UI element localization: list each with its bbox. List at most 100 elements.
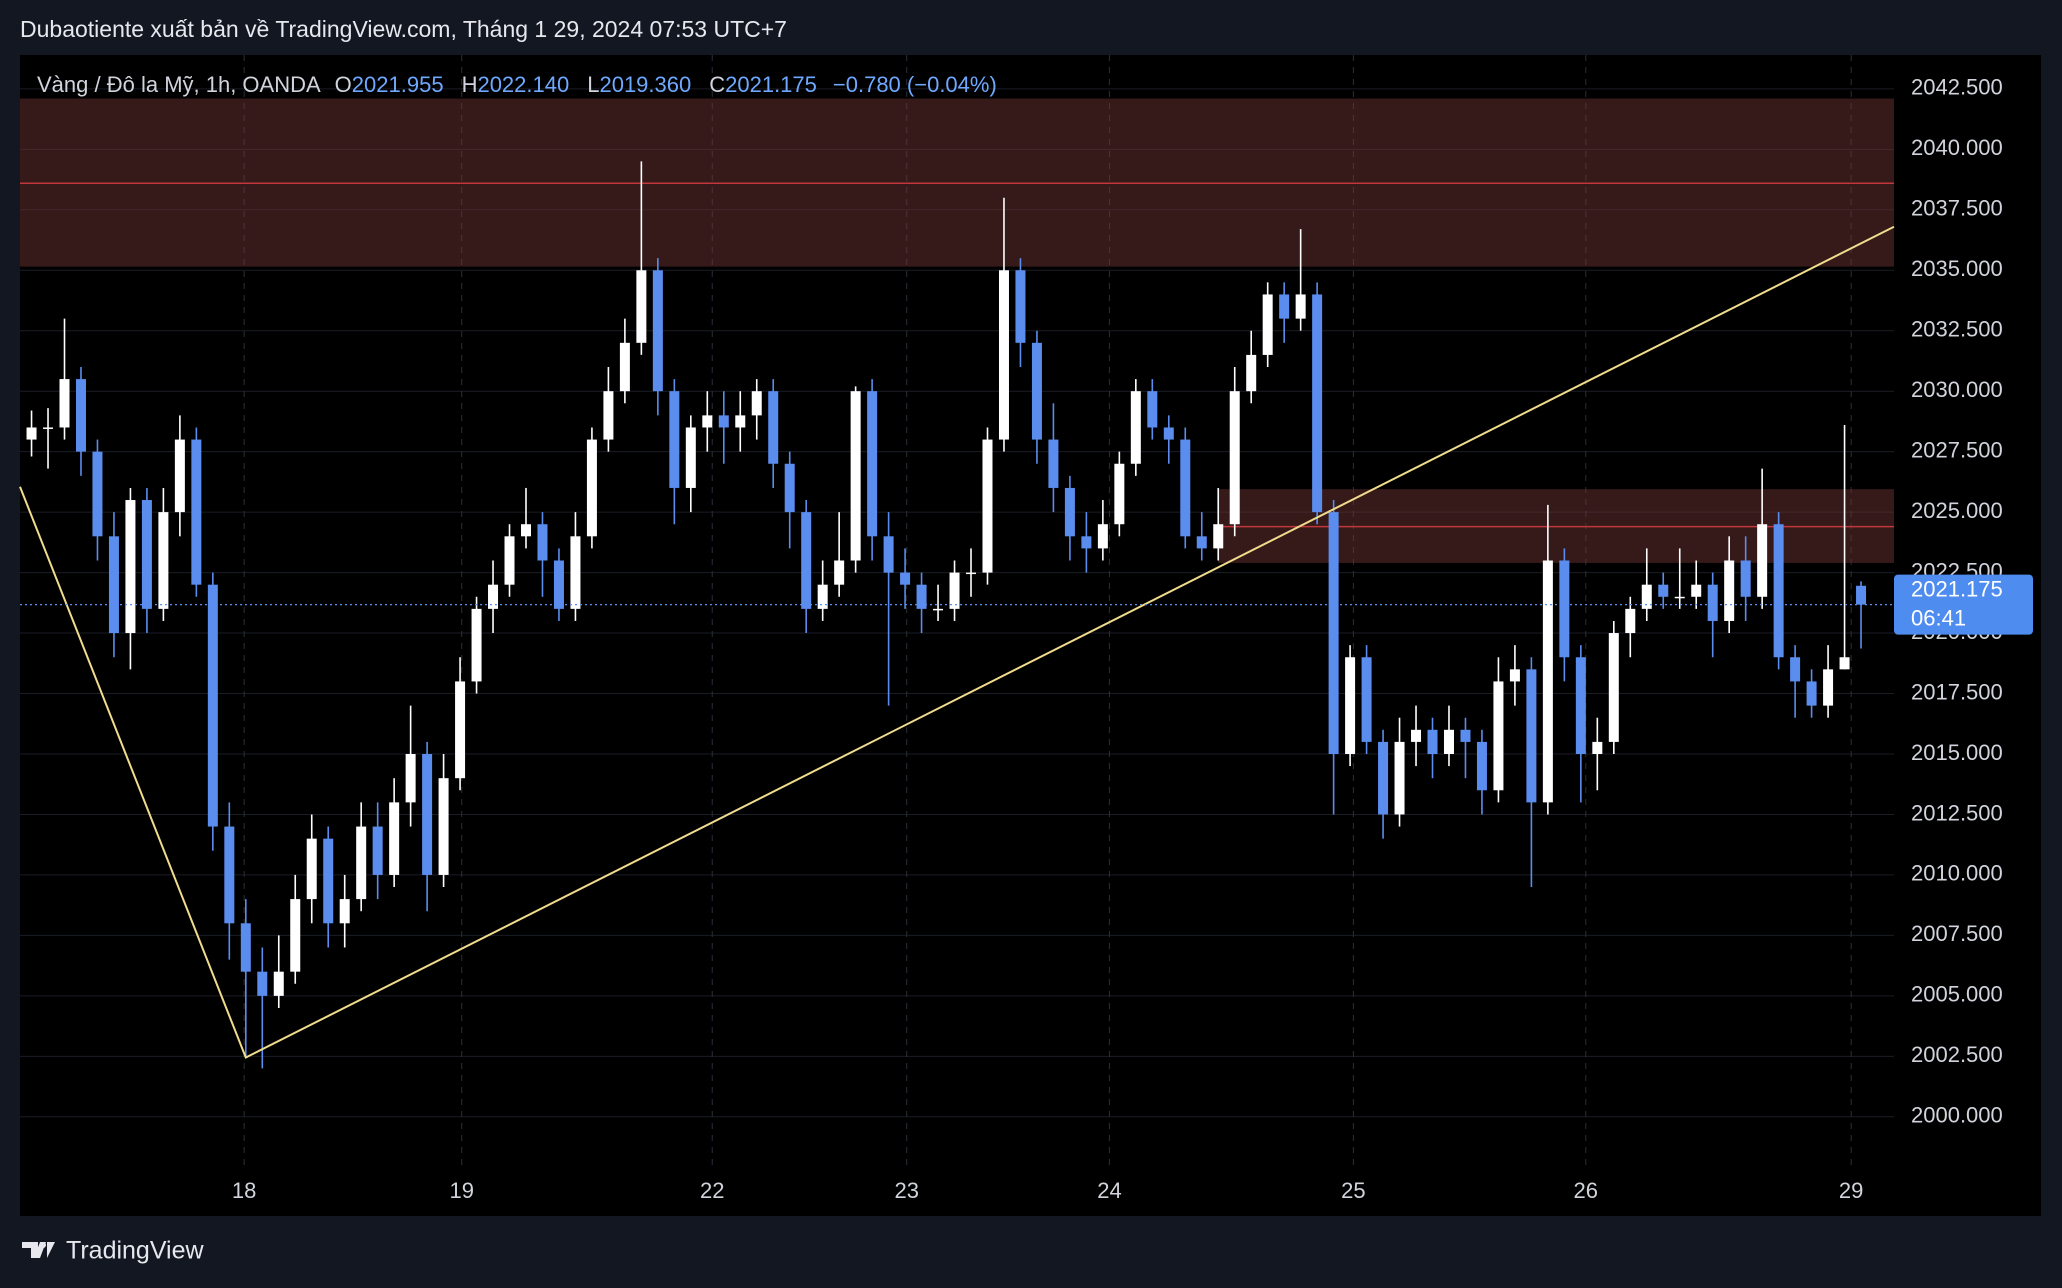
candle-body <box>108 536 119 634</box>
brand: TradingView <box>66 1237 205 1265</box>
candle-body <box>339 899 350 924</box>
countdown: 06:41 <box>1911 605 1966 630</box>
candle-body <box>1279 294 1290 319</box>
candle-body <box>1806 681 1817 706</box>
candle-body <box>1213 524 1224 549</box>
plot: 2000.000 2002.500 2005.000 2007.500 2010.000… <box>19 55 2033 1203</box>
y-tick-label: 2035.000 <box>1911 256 2003 281</box>
candle-body <box>1641 584 1652 609</box>
candle-body <box>1180 439 1191 537</box>
y-tick-label: 2010.000 <box>1911 861 2003 886</box>
tradingview-logo <box>22 1242 55 1258</box>
candle-body <box>784 463 795 513</box>
y-tick-label: 2037.500 <box>1911 196 2003 221</box>
candle-body <box>1048 439 1059 488</box>
candle-body <box>537 524 548 561</box>
candle-body <box>553 560 564 609</box>
candle-body <box>455 681 466 779</box>
candle-body <box>520 524 531 537</box>
y-tick-label: 2025.000 <box>1911 498 2003 523</box>
candle-body <box>158 512 169 609</box>
ohlc-value: 2022.140 <box>477 72 569 97</box>
candle-body <box>900 572 911 585</box>
candle-body <box>652 270 663 392</box>
ohlc-key: H <box>462 72 478 97</box>
publish-title: Dubaotiente xuất bản về TradingView.com,… <box>20 16 787 42</box>
logo-mark <box>22 1242 55 1258</box>
candle-body <box>998 270 1009 440</box>
change: −0.780 (−0.04%) <box>833 72 997 97</box>
y-tick-label: 2007.500 <box>1911 921 2003 946</box>
y-tick-label: 2017.500 <box>1911 679 2003 704</box>
candle-body <box>1246 354 1257 392</box>
y-tick-label: 2000.000 <box>1911 1103 2003 1128</box>
candle-body <box>850 391 861 561</box>
candle-body <box>422 753 433 875</box>
y-tick-label: 2042.500 <box>1911 75 2003 100</box>
candle-body <box>1295 294 1306 319</box>
candle-body <box>1312 294 1323 513</box>
candle-body <box>1707 584 1718 621</box>
ohlc-value: 2021.175 <box>725 72 817 97</box>
candle-body <box>92 451 103 537</box>
candle-body <box>1790 657 1801 682</box>
candle-body <box>669 391 680 488</box>
candle-body <box>1839 657 1850 670</box>
y-tick-label: 2030.000 <box>1911 377 2003 402</box>
candle-body <box>1262 294 1273 355</box>
candle-body <box>273 971 284 996</box>
candle-body <box>290 899 301 972</box>
candle-body <box>1856 585 1867 605</box>
candle-body <box>1823 669 1834 706</box>
candle-body <box>1658 584 1669 597</box>
candle-body <box>1345 657 1356 754</box>
candle-body <box>1196 536 1207 549</box>
candle-body <box>1394 741 1405 815</box>
candle-body <box>883 536 894 573</box>
candle-body <box>685 427 696 488</box>
candle-body <box>240 923 251 972</box>
candle-body <box>1081 536 1092 549</box>
candle-body <box>356 826 367 900</box>
candle-body <box>43 427 54 429</box>
candle-body <box>1378 741 1389 815</box>
candle-body <box>916 584 927 609</box>
candle-body <box>867 391 878 537</box>
candle-body <box>801 512 812 609</box>
candle-body <box>438 778 449 875</box>
candle-body <box>59 379 70 428</box>
candle-body <box>1147 391 1158 428</box>
logo-dot <box>40 1242 46 1248</box>
candle-body <box>1691 584 1702 597</box>
candle-body <box>933 608 944 611</box>
candle-body <box>570 536 581 609</box>
candle-body <box>1724 560 1735 621</box>
candle-body <box>1608 633 1619 742</box>
price-tag-label: 2021.175 <box>1911 576 2003 601</box>
y-tick-label: 2032.500 <box>1911 317 2003 342</box>
candle-body <box>1476 741 1487 791</box>
candle-body <box>257 971 268 996</box>
candle-body <box>966 572 977 575</box>
x-tick-label: 25 <box>1341 1178 1365 1203</box>
ohlc-key: C <box>709 72 725 97</box>
candle-body <box>224 826 235 924</box>
candle-body <box>1740 560 1751 597</box>
candle-body <box>1097 524 1108 549</box>
candle-body <box>636 270 647 343</box>
candle-body <box>1559 560 1570 658</box>
candle-body <box>1411 729 1422 742</box>
y-tick-label: 2002.500 <box>1911 1042 2003 1067</box>
symbol: Vàng / Đô la Mỹ, 1h, OANDA <box>37 72 321 97</box>
x-tick-label: 22 <box>700 1178 724 1203</box>
candle-body <box>603 391 614 440</box>
candle-body <box>1592 741 1603 754</box>
chart-pane <box>20 55 2041 1216</box>
x-tick-label: 26 <box>1574 1178 1598 1203</box>
candle-body <box>1575 657 1586 754</box>
y-tick-label: 2027.500 <box>1911 437 2003 462</box>
candle-body <box>191 439 202 585</box>
candle-body <box>619 342 630 392</box>
candle-body <box>718 415 729 428</box>
